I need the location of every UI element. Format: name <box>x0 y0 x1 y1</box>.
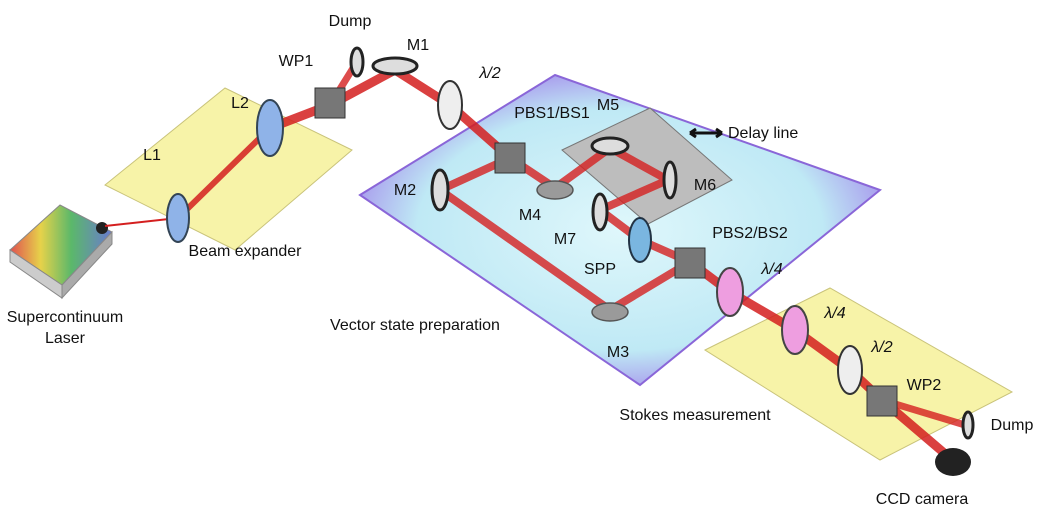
label: PBS1/BS1 <box>514 105 590 122</box>
optics <box>166 46 975 476</box>
label: Vector state preparation <box>330 317 500 334</box>
laser <box>9 204 113 300</box>
label: M1 <box>407 37 429 54</box>
label: L2 <box>231 95 249 112</box>
label: M7 <box>554 231 576 248</box>
label: M5 <box>597 97 619 114</box>
label: CCD camera <box>876 491 969 508</box>
label: WP1 <box>279 53 314 70</box>
label: PBS2/BS2 <box>712 225 788 242</box>
label: Beam expander <box>189 243 303 260</box>
label: λ/2 <box>870 339 892 356</box>
label: Dump <box>329 13 372 30</box>
label: λ/2 <box>478 65 500 82</box>
label: WP2 <box>907 377 942 394</box>
label: Delay line <box>728 125 798 142</box>
label: Stokes measurement <box>619 407 771 424</box>
label: Laser <box>45 330 86 347</box>
label: Supercontinuum <box>7 309 124 326</box>
label: M2 <box>394 182 416 199</box>
label: L1 <box>143 147 161 164</box>
label: λ/4 <box>760 261 782 278</box>
label: SPP <box>584 261 616 278</box>
label: M3 <box>607 344 629 361</box>
label: M6 <box>694 177 716 194</box>
label: Dump <box>991 417 1034 434</box>
label: λ/4 <box>823 305 845 322</box>
labels: Dump M1 WP1 L2 L1 λ/2 PBS1/BS1 M5 Delay … <box>7 13 1034 508</box>
label: M4 <box>519 207 541 224</box>
